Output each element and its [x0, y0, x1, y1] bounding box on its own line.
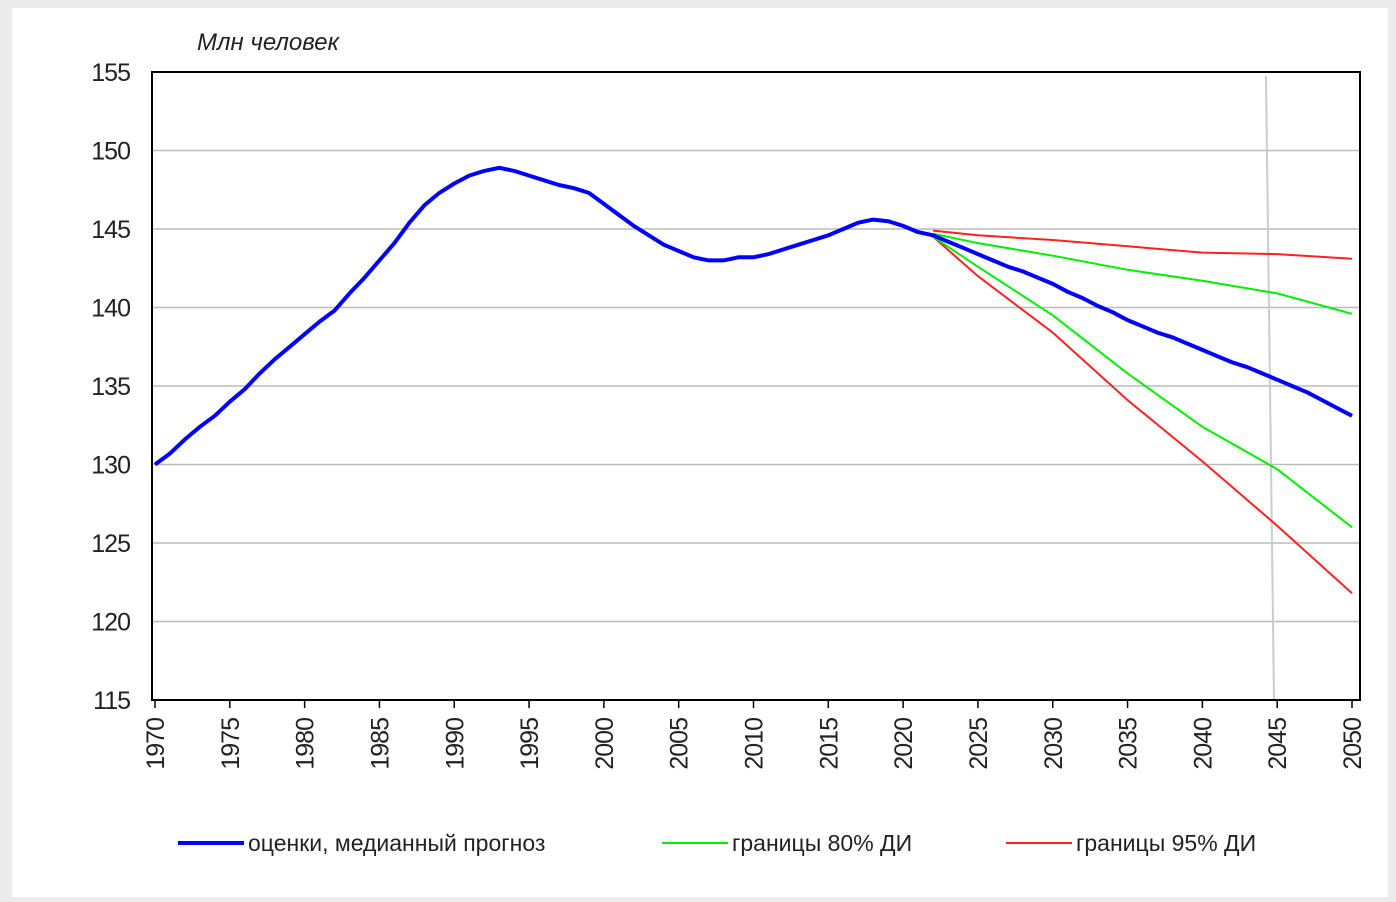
ref-line	[1265, 75, 1275, 701]
y-axis-label: Млн человек	[197, 29, 341, 56]
y-tick-label: 130	[91, 452, 130, 480]
x-tick-label: 1990	[441, 718, 469, 770]
y-tick-label: 145	[91, 216, 130, 244]
x-tick-label: 2030	[1040, 718, 1068, 770]
y-tick-label: 155	[91, 59, 130, 87]
series-line	[932, 232, 1353, 315]
panel	[12, 8, 1388, 897]
y-tick-label: 125	[91, 530, 130, 558]
y-tick-label: 135	[91, 373, 130, 401]
x-tick-label: 1995	[516, 718, 544, 770]
x-tick-label: 2035	[1115, 718, 1143, 770]
x-tick-label: 2020	[890, 718, 918, 770]
series-line	[932, 235, 1353, 529]
x-tick-label: 2045	[1264, 718, 1292, 770]
y-tick-label: 150	[91, 138, 130, 166]
x-tick-label: 2005	[666, 718, 694, 770]
plot-frame	[151, 71, 1361, 701]
x-tick-label: 1970	[142, 718, 170, 770]
x-tick-label: 1985	[366, 718, 394, 770]
x-tick-label: 2000	[591, 718, 619, 770]
x-tick-label: 2025	[965, 718, 993, 770]
y-tick-label: 115	[93, 687, 130, 715]
x-tick-label: 2040	[1189, 718, 1217, 770]
x-tick-label: 2015	[815, 718, 843, 770]
x-tick-label: 2010	[741, 718, 769, 770]
series-line	[932, 229, 1353, 260]
legend-label: границы 80% ДИ	[732, 830, 912, 856]
legend-label: оценки, медианный прогноз	[248, 830, 545, 856]
legend-label: границы 95% ДИ	[1076, 830, 1256, 856]
y-tick-label: 140	[91, 295, 130, 323]
x-tick-label: 1980	[292, 718, 320, 770]
series-line	[932, 236, 1353, 594]
y-tick-label: 120	[91, 609, 130, 637]
x-tick-label: 2050	[1339, 718, 1367, 770]
series-line	[153, 165, 1353, 467]
x-tick-label: 1975	[217, 718, 245, 770]
